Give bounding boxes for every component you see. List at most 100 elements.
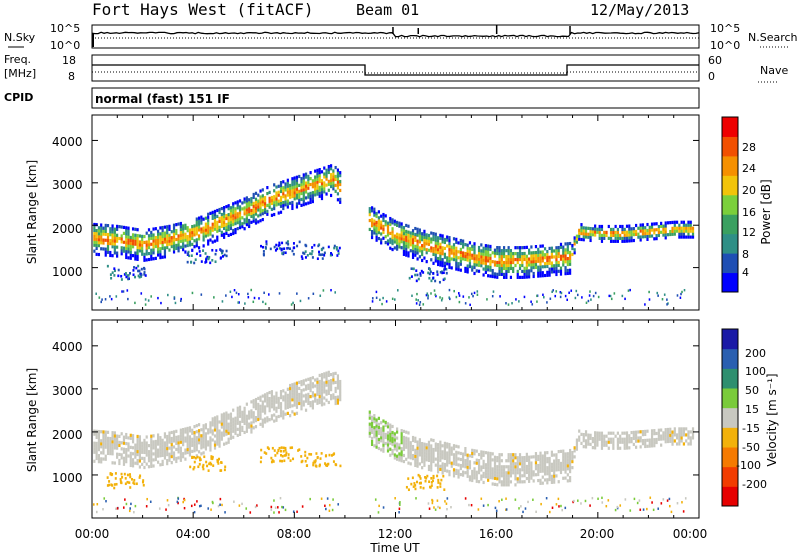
power-echo-cell	[136, 251, 139, 256]
velocity-echo-cell	[400, 453, 403, 457]
velocity-cluster-cell	[432, 476, 435, 480]
velocity-echo-cell	[382, 449, 385, 453]
velocity-cluster-cell	[263, 451, 266, 454]
power-echo-cell	[116, 224, 119, 228]
velocity-echo-cell	[450, 464, 453, 468]
velocity-echo-cell	[286, 393, 289, 397]
velocity-echo-cell	[304, 399, 308, 403]
power-echo-cell	[316, 180, 319, 184]
power-echo-cell	[236, 221, 239, 225]
velocity-echo-cell	[170, 445, 173, 450]
velocity-echo-cell	[685, 439, 688, 443]
power-echo-cell	[257, 202, 260, 206]
velocity-echo-cell	[275, 409, 278, 413]
velocity-echo-cell	[635, 439, 638, 443]
velocity-echo-cell	[134, 449, 137, 453]
power-echo-cell	[448, 259, 451, 263]
power-echo-cell	[425, 239, 428, 243]
velocity-echo-cell	[646, 444, 649, 448]
power-echo-cell	[291, 200, 294, 205]
power-echo-cell	[300, 185, 303, 190]
velocity-cluster-cell	[106, 476, 109, 479]
power-echo-cell	[473, 262, 476, 267]
velocity-echo-cell	[295, 393, 299, 397]
velocity-echo-cell	[484, 475, 487, 479]
power-echo-cell	[386, 233, 390, 237]
power-echo-cell	[405, 223, 408, 228]
power-echo-cell	[575, 240, 579, 244]
power-echo-cell	[505, 260, 508, 265]
power-echo-cell	[409, 237, 412, 241]
velocity-echo-cell	[143, 450, 146, 455]
power-cluster-cell	[434, 279, 437, 283]
power-echo-cell	[232, 222, 235, 227]
velocity-cluster-cell	[283, 459, 286, 463]
velocity-echo-cell	[509, 462, 513, 466]
velocity-echo-cell	[129, 445, 132, 449]
velocity-echo-cell	[320, 379, 324, 383]
power-echo-cell	[131, 254, 135, 258]
velocity-echo-cell	[409, 462, 412, 466]
velocity-echo-cell	[143, 456, 146, 461]
velocity-echo-cell	[279, 390, 283, 394]
power-echo-cell	[682, 223, 686, 227]
velocity-echo-cell	[370, 442, 374, 447]
power-echo-cell	[457, 256, 460, 260]
velocity-cluster-cell	[332, 453, 335, 456]
power-noise-cell	[679, 296, 682, 299]
velocity-echo-cell	[375, 430, 378, 434]
velocity-echo-cell	[669, 436, 672, 440]
power-echo-cell	[603, 236, 606, 240]
power-echo-cell	[459, 241, 462, 246]
power-echo-cell	[386, 242, 390, 246]
velocity-echo-cell	[532, 455, 535, 459]
velocity-echo-cell	[512, 453, 515, 457]
power-echo-cell	[493, 251, 497, 255]
velocity-echo-cell	[452, 456, 456, 460]
power-echo-cell	[582, 235, 585, 239]
velocity-echo-cell	[261, 403, 264, 407]
power-cluster-cell	[438, 280, 441, 284]
velocity-echo-cell	[109, 448, 112, 453]
power-echo-cell	[436, 262, 440, 267]
power-echo-cell	[270, 195, 274, 200]
power-echo-cell	[471, 265, 474, 269]
velocity-echo-cell	[118, 443, 121, 448]
velocity-echo-cell	[336, 383, 340, 387]
velocity-echo-cell	[106, 448, 110, 453]
power-echo-cell	[452, 252, 456, 256]
power-noise-cell	[549, 297, 552, 300]
power-echo-cell	[402, 243, 406, 248]
power-cluster-cell	[311, 256, 314, 259]
velocity-cluster-cell	[108, 480, 111, 483]
power-echo-cell	[248, 218, 251, 223]
power-echo-cell	[304, 172, 308, 176]
velocity-echo-cell	[320, 400, 324, 404]
velocity-echo-cell	[209, 421, 212, 425]
velocity-echo-cell	[498, 477, 501, 481]
power-echo-cell	[97, 229, 101, 233]
velocity-echo-cell	[302, 379, 305, 383]
velocity-echo-cell	[468, 460, 472, 464]
velocity-echo-cell	[457, 445, 460, 449]
velocity-echo-cell	[523, 465, 526, 469]
velocity-echo-cell	[464, 450, 467, 454]
velocity-echo-cell	[648, 444, 651, 448]
velocity-echo-cell	[439, 452, 442, 456]
power-echo-cell	[434, 259, 437, 263]
power-echo-cell	[521, 257, 524, 262]
velocity-echo-cell	[188, 453, 192, 457]
power-echo-cell	[375, 220, 378, 224]
power-echo-cell	[562, 257, 565, 261]
power-cluster-cell	[120, 274, 123, 278]
velocity-echo-cell	[234, 431, 237, 435]
power-noise-cell	[253, 296, 256, 300]
velocity-noise-cell	[217, 504, 220, 508]
power-echo-cell	[587, 235, 590, 239]
power-echo-cell	[682, 232, 686, 236]
power-cluster-cell	[408, 276, 411, 280]
velocity-cluster-cell	[442, 474, 445, 478]
velocity-echo-cell	[573, 449, 576, 453]
power-echo-cell	[145, 240, 148, 244]
velocity-echo-cell	[188, 450, 192, 454]
